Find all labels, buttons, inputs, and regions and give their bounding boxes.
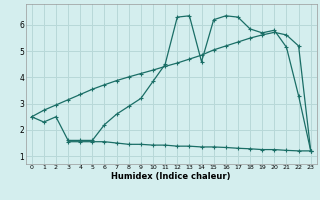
X-axis label: Humidex (Indice chaleur): Humidex (Indice chaleur) — [111, 172, 231, 181]
